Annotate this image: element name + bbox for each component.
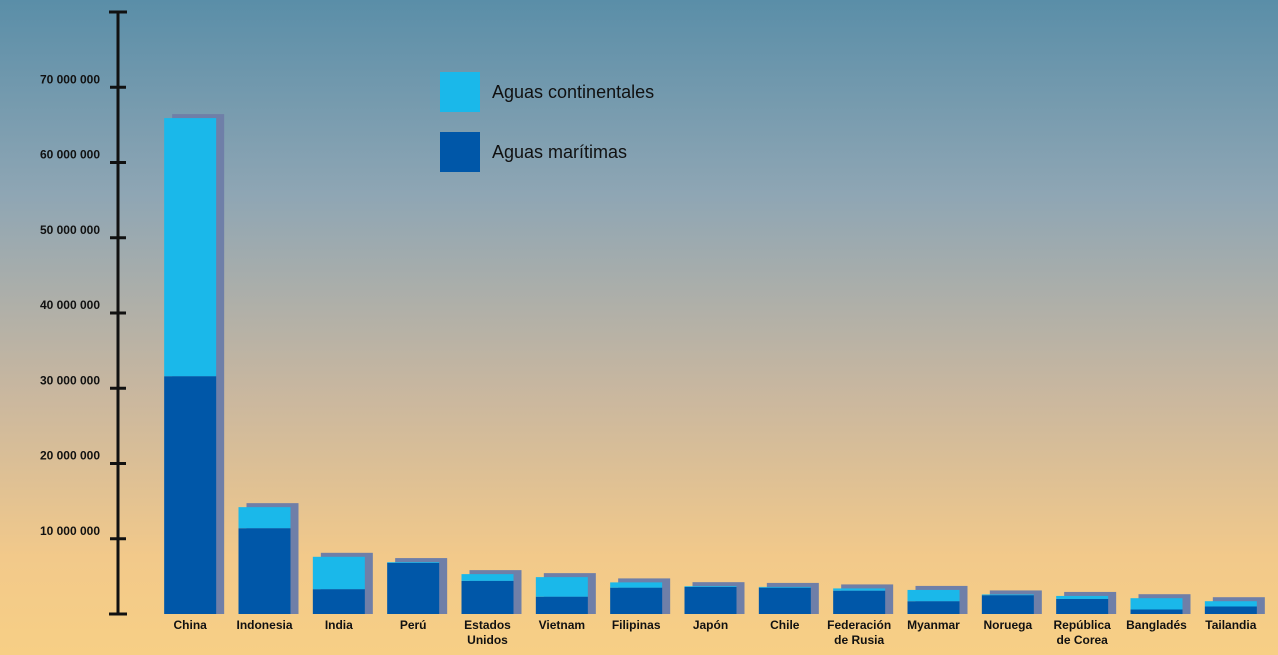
bar-segment	[684, 586, 737, 587]
bar-segment	[833, 588, 886, 591]
bar-segment	[164, 118, 217, 377]
x-tick-label: Estados Unidos	[464, 618, 511, 647]
bar-segment	[1204, 606, 1257, 614]
x-tick-label: Tailandia	[1205, 618, 1257, 632]
bar-segment	[387, 562, 440, 614]
bar-segment	[1130, 609, 1183, 614]
bar-segment	[1056, 595, 1109, 599]
legend-swatch	[440, 72, 480, 112]
legend-swatch	[440, 132, 480, 172]
x-tick-label: India	[324, 618, 353, 632]
bar-segment	[164, 376, 217, 614]
bar-segment	[461, 574, 514, 581]
legend-label: Aguas marítimas	[492, 141, 628, 162]
bar-segment	[758, 586, 811, 588]
bar-segment	[610, 582, 663, 588]
bar-segment	[387, 562, 440, 563]
bar-segment	[1056, 598, 1109, 614]
bar-segment	[758, 587, 811, 614]
bar-segment	[833, 590, 886, 614]
y-tick-label: 10 000 000	[40, 524, 100, 538]
y-tick-label: 30 000 000	[40, 373, 100, 387]
bar-segment	[312, 556, 365, 590]
bar-segment	[461, 580, 514, 614]
x-tick-label: Perú	[399, 618, 427, 632]
bar-segment	[684, 586, 737, 614]
legend-item: Aguas marítimas	[440, 132, 627, 172]
y-tick-label: 70 000 000	[40, 72, 100, 86]
legend-item: Aguas continentales	[440, 72, 654, 112]
x-tick-label: República de Corea	[1053, 618, 1111, 647]
y-tick-label: 20 000 000	[40, 449, 100, 463]
x-tick-label: Vietnam	[538, 618, 586, 632]
x-tick-label: Japón	[692, 618, 729, 632]
y-tick-label: 60 000 000	[40, 148, 100, 162]
x-tick-label: Myanmar	[907, 618, 960, 632]
x-tick-label: Federación de Rusia	[827, 618, 892, 647]
legend-label: Aguas continentales	[492, 81, 655, 102]
x-tick-label: China	[173, 618, 207, 632]
bar-segment	[535, 596, 588, 614]
bar-segment	[907, 601, 960, 614]
bar-segment	[981, 595, 1034, 614]
bar-segment	[907, 589, 960, 602]
bar-segment	[981, 594, 1034, 596]
bar-segment	[535, 577, 588, 597]
x-tick-label: Bangladés	[1126, 618, 1187, 632]
bar-segment	[312, 589, 365, 614]
bar-segment	[1204, 601, 1257, 607]
x-tick-label: Filipinas	[611, 618, 661, 632]
y-tick-label: 50 000 000	[40, 223, 100, 237]
bar-segment	[610, 587, 663, 614]
y-tick-label: 40 000 000	[40, 298, 100, 312]
x-tick-label: Indonesia	[236, 618, 293, 632]
x-tick-label: Chile	[770, 618, 800, 632]
bar-segment	[1130, 598, 1183, 610]
bar-segment	[238, 528, 291, 614]
x-tick-label: Noruega	[983, 618, 1033, 632]
bar-segment	[238, 507, 291, 529]
